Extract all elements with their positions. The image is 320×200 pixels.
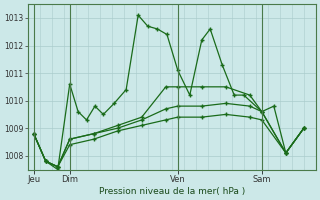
- X-axis label: Pression niveau de la mer( hPa ): Pression niveau de la mer( hPa ): [99, 187, 245, 196]
